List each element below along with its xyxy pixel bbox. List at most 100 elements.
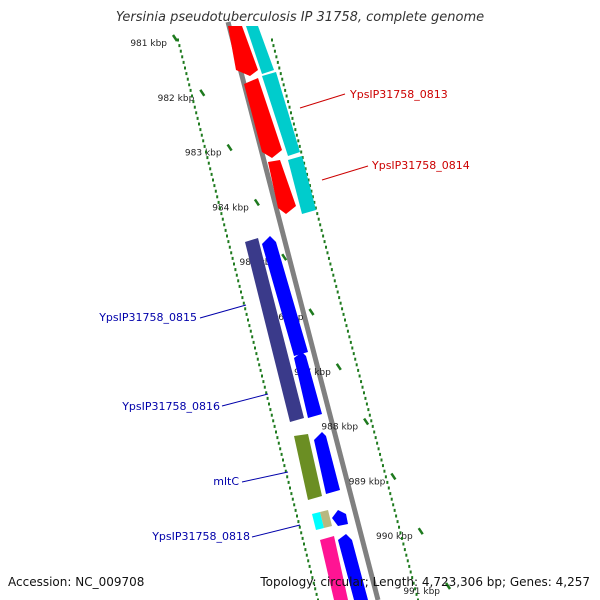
gene-feature[interactable] bbox=[268, 160, 296, 214]
minor-tick bbox=[275, 55, 278, 59]
minor-tick bbox=[317, 217, 320, 221]
gene-feature[interactable] bbox=[294, 352, 322, 418]
minor-tick bbox=[217, 200, 220, 204]
minor-tick bbox=[308, 184, 311, 188]
major-tick bbox=[281, 253, 288, 261]
minor-tick bbox=[405, 553, 408, 557]
minor-tick bbox=[357, 368, 360, 372]
minor-tick bbox=[310, 570, 312, 574]
gene-feature[interactable] bbox=[262, 236, 308, 356]
minor-tick bbox=[344, 318, 346, 322]
gene-label[interactable]: YpsIP31758_0815 bbox=[98, 311, 197, 324]
minor-tick bbox=[199, 128, 202, 132]
minor-tick bbox=[270, 413, 273, 417]
minor-tick bbox=[177, 38, 179, 42]
tick-label: 987 kbp bbox=[294, 368, 331, 378]
major-tick bbox=[308, 308, 315, 316]
minor-tick bbox=[224, 228, 227, 232]
minor-tick bbox=[275, 430, 277, 434]
gene-feature[interactable] bbox=[294, 434, 322, 500]
minor-tick bbox=[303, 542, 305, 546]
minor-tick bbox=[289, 486, 291, 490]
minor-tick bbox=[414, 587, 417, 591]
tick-label: 990 kbp bbox=[376, 532, 413, 542]
gene-feature[interactable] bbox=[314, 432, 340, 494]
minor-tick bbox=[327, 256, 330, 260]
gene-label[interactable]: YpsIP31758_0814 bbox=[371, 159, 470, 172]
minor-tick bbox=[395, 514, 398, 518]
minor-tick bbox=[374, 436, 377, 440]
minor-tick bbox=[415, 592, 418, 596]
minor-tick bbox=[376, 441, 379, 445]
minor-tick bbox=[287, 100, 290, 104]
minor-tick bbox=[261, 374, 263, 378]
gene-feature[interactable] bbox=[246, 26, 274, 74]
gene-label[interactable]: YpsIP31758_0818 bbox=[151, 530, 250, 543]
gene-feature[interactable] bbox=[262, 72, 300, 156]
minor-tick bbox=[346, 329, 349, 333]
gene-feature[interactable] bbox=[288, 156, 316, 214]
minor-tick bbox=[272, 419, 275, 423]
minor-tick bbox=[400, 536, 403, 540]
gene-label[interactable]: YpsIP31758_0813 bbox=[349, 88, 448, 101]
minor-tick bbox=[214, 189, 217, 193]
minor-tick bbox=[316, 212, 319, 216]
minor-tick bbox=[241, 296, 244, 300]
tick-label: 982 kbp bbox=[158, 94, 195, 104]
tick-label: 991 kbp bbox=[403, 587, 440, 597]
minor-tick bbox=[297, 520, 300, 524]
minor-tick bbox=[294, 508, 297, 512]
label-leaders bbox=[199, 93, 369, 538]
minor-tick bbox=[361, 385, 364, 389]
minor-tick bbox=[256, 357, 259, 361]
minor-tick bbox=[307, 178, 310, 182]
minor-tick bbox=[285, 94, 288, 98]
major-tick bbox=[199, 89, 206, 97]
minor-tick bbox=[314, 587, 317, 591]
minor-tick bbox=[282, 458, 284, 462]
minor-tick bbox=[233, 262, 235, 266]
minor-tick bbox=[390, 497, 393, 501]
minor-tick bbox=[278, 66, 281, 70]
minor-tick bbox=[335, 284, 338, 288]
gene-label[interactable]: YpsIP31758_0816 bbox=[121, 400, 220, 413]
gene-feature[interactable] bbox=[320, 536, 348, 600]
minor-tick bbox=[323, 240, 326, 244]
gene-feature[interactable] bbox=[332, 510, 348, 526]
minor-tick bbox=[387, 486, 390, 490]
minor-tick bbox=[300, 531, 303, 535]
gene-feature[interactable] bbox=[338, 534, 368, 600]
gene-label[interactable]: mltC bbox=[213, 475, 239, 488]
minor-tick bbox=[286, 475, 289, 479]
minor-tick bbox=[345, 324, 348, 328]
gene-feature[interactable] bbox=[244, 78, 282, 158]
minor-tick bbox=[317, 598, 319, 600]
gene-feature[interactable] bbox=[245, 238, 304, 422]
minor-tick bbox=[399, 531, 402, 535]
minor-tick bbox=[305, 553, 308, 557]
minor-tick bbox=[330, 268, 333, 272]
gene-feature[interactable] bbox=[320, 510, 332, 528]
minor-tick bbox=[392, 503, 395, 507]
minor-tick bbox=[263, 385, 266, 389]
minor-tick bbox=[195, 111, 198, 115]
minor-tick bbox=[179, 49, 182, 53]
minor-ticks-right bbox=[271, 38, 419, 600]
minor-tick bbox=[216, 195, 219, 199]
minor-tick bbox=[188, 83, 191, 87]
minor-tick bbox=[293, 503, 296, 507]
minor-tick bbox=[326, 251, 329, 255]
tick-label: 989 kbp bbox=[349, 477, 386, 487]
minor-tick bbox=[237, 279, 240, 283]
gene-feature[interactable] bbox=[312, 512, 324, 530]
minor-tick bbox=[384, 475, 387, 479]
gene-feature[interactable] bbox=[228, 26, 258, 76]
minor-tick bbox=[279, 72, 282, 76]
major-tick bbox=[363, 417, 370, 426]
minor-tick bbox=[235, 273, 238, 277]
minor-tick bbox=[254, 346, 256, 350]
minor-tick bbox=[304, 167, 307, 171]
minor-tick bbox=[210, 172, 213, 176]
